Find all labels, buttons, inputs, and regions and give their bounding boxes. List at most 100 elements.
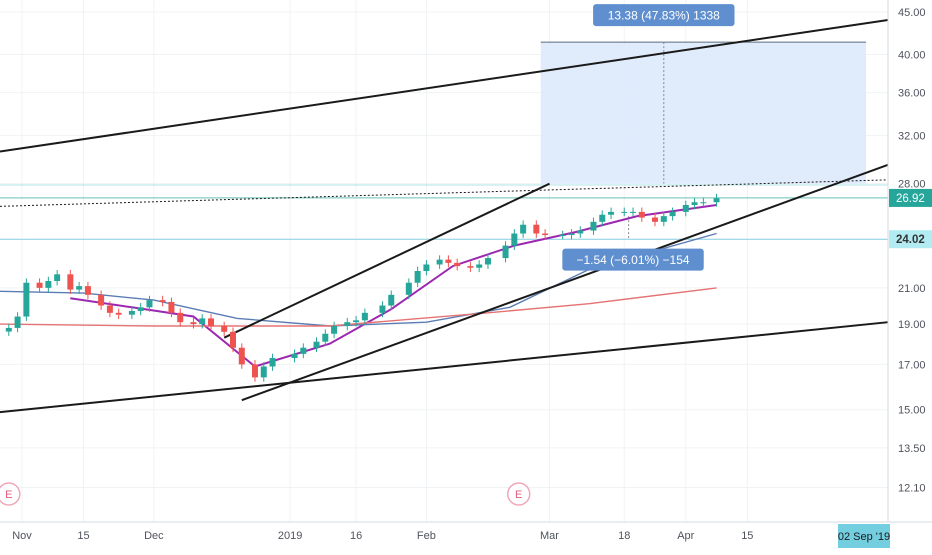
candle-body: [533, 224, 540, 234]
candle: [467, 261, 474, 273]
candle: [713, 193, 720, 207]
trend-line-4: [241, 163, 889, 402]
crosshair-price-label-bg: [889, 230, 932, 249]
candle-body: [599, 214, 606, 222]
x-tick-label: 15: [77, 530, 89, 542]
candle: [520, 220, 527, 238]
crosshair-date-text: 02 Sep '19: [838, 531, 890, 543]
measure-label[interactable]: −1.54 (−6.01%) −154: [562, 248, 704, 271]
measure-label-text: −1.54 (−6.01%) −154: [576, 253, 689, 267]
y-tick-label: 32.00: [898, 130, 926, 142]
candle-body: [168, 301, 175, 313]
candle: [14, 312, 21, 333]
candle-body: [542, 233, 549, 235]
y-tick-label: 17.00: [898, 359, 926, 371]
candle-body: [251, 364, 258, 378]
candle: [621, 207, 628, 217]
x-tick-label: Apr: [677, 530, 694, 542]
candle-body: [23, 282, 30, 317]
candle-body: [5, 327, 12, 332]
trend-line-3: [223, 182, 550, 339]
candle: [568, 229, 575, 240]
candle-body: [353, 320, 360, 323]
candle: [45, 276, 52, 293]
earnings-event-circle: [0, 482, 21, 506]
measure-tool[interactable]: [540, 41, 867, 240]
earnings-event-icon[interactable]: E: [506, 482, 531, 506]
candle-body: [405, 282, 412, 295]
candle-body: [691, 202, 698, 205]
y-tick-label: 21.00: [898, 283, 926, 295]
candle-body: [621, 211, 628, 213]
candle-body: [454, 262, 461, 267]
candle-body: [115, 312, 122, 315]
earnings-event-icon[interactable]: E: [0, 482, 21, 506]
candle-body: [445, 259, 452, 263]
candle: [484, 253, 491, 269]
candle-body: [14, 316, 21, 328]
x-tick-label: 16: [350, 530, 362, 542]
candle: [700, 197, 707, 207]
candle: [405, 278, 412, 300]
candle: [168, 297, 175, 318]
crosshair-price-label: 24.02: [889, 230, 932, 249]
current-price-label: 26.92: [889, 188, 932, 207]
candle-body: [511, 233, 518, 246]
candle: [36, 278, 43, 293]
candle-body: [221, 326, 228, 332]
x-tick-label: 15: [741, 530, 753, 542]
ma-line-ma_fast: [70, 204, 717, 368]
earnings-event-label: E: [5, 489, 12, 501]
candle: [638, 207, 645, 222]
candle-body: [291, 353, 298, 359]
candle-body: [159, 300, 166, 302]
candle: [630, 207, 637, 217]
candle: [353, 315, 360, 327]
candle: [84, 281, 91, 300]
annotations[interactable]: 13.38 (47.83%) 1338 −1.54 (−6.01%) −154: [562, 4, 735, 271]
candle: [691, 197, 698, 210]
candle-body: [45, 281, 52, 288]
measure-label-bg: [562, 248, 704, 271]
measure-label-text: 13.38 (47.83%) 1338: [608, 9, 720, 23]
candle-body: [577, 230, 584, 234]
candle-body: [423, 264, 430, 272]
candle: [260, 362, 267, 382]
candle-body: [520, 224, 527, 234]
candle-body: [590, 221, 597, 231]
measure-box: [540, 42, 867, 184]
candle: [476, 260, 483, 273]
candle-body: [269, 358, 276, 367]
candle: [5, 323, 12, 336]
candle-body: [331, 326, 338, 334]
candle: [577, 226, 584, 238]
y-tick-label: 13.50: [898, 443, 926, 455]
candle-body: [54, 274, 61, 282]
y-tick-label: 15.00: [898, 405, 926, 417]
x-tick-label: Mar: [540, 530, 559, 542]
y-tick-label: 12.10: [898, 482, 926, 494]
candle: [660, 211, 667, 227]
candle-body: [177, 312, 184, 323]
candle-body: [300, 347, 307, 354]
x-tick-label: 2019: [278, 530, 302, 542]
candle: [106, 301, 113, 318]
candle: [208, 314, 215, 331]
current-price-label-bg: [889, 188, 932, 207]
measure-label[interactable]: 13.38 (47.83%) 1338: [593, 4, 735, 27]
y-tick-label: 36.00: [898, 88, 926, 100]
trend-line-5: [0, 179, 889, 207]
candle-body: [476, 264, 483, 268]
candle-body: [361, 312, 368, 321]
candle-body: [128, 310, 135, 315]
candle-body: [700, 202, 707, 204]
candle: [146, 295, 153, 312]
candle-body: [36, 282, 43, 288]
candle: [533, 220, 540, 238]
trend-lines[interactable]: [0, 19, 889, 414]
candle: [98, 290, 105, 310]
